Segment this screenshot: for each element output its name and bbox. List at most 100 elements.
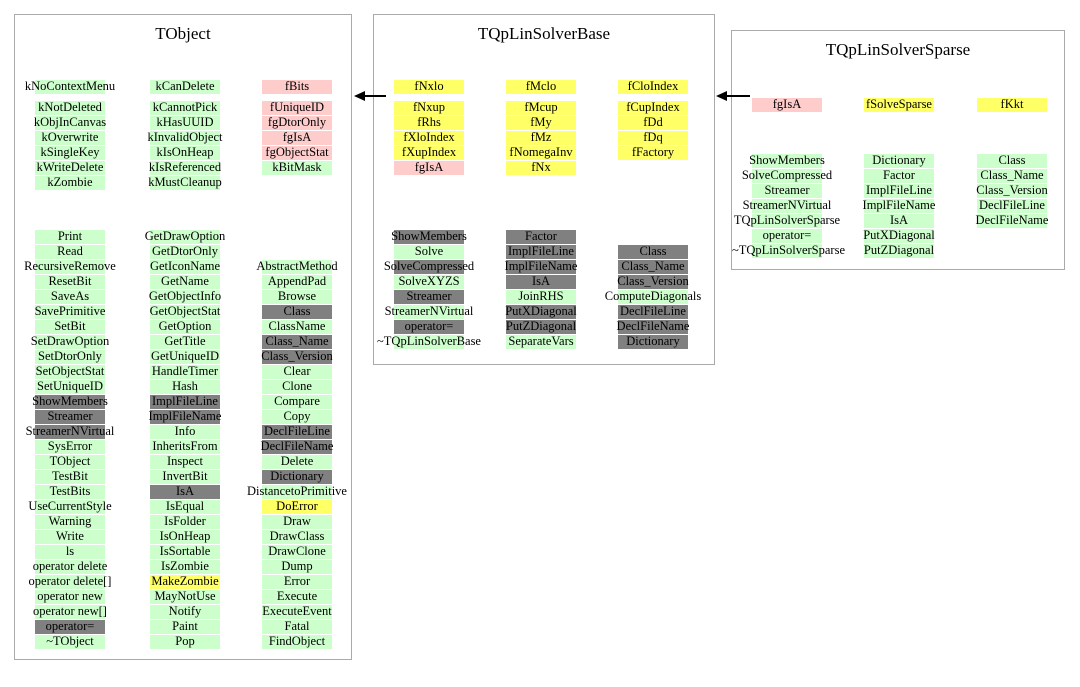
member-item[interactable]: DrawClass (242, 529, 352, 544)
member-item[interactable]: Class (598, 244, 708, 259)
member-item[interactable]: fgIsA (242, 130, 352, 145)
member-item[interactable]: DoError (242, 499, 352, 514)
member-item[interactable]: kCanDelete (130, 79, 240, 94)
member-item[interactable]: Class_Version (242, 349, 352, 364)
member-item[interactable]: SolveXYZS (374, 274, 484, 289)
member-item[interactable]: Execute (242, 589, 352, 604)
member-item[interactable]: Error (242, 574, 352, 589)
member-item[interactable]: kNoContextMenu (15, 79, 125, 94)
member-item[interactable]: kOverwrite (15, 130, 125, 145)
member-item[interactable]: operator new (15, 589, 125, 604)
member-item[interactable]: operator= (15, 619, 125, 634)
member-item[interactable]: GetName (130, 274, 240, 289)
member-item[interactable]: InheritsFrom (130, 439, 240, 454)
member-item[interactable]: Class_Version (598, 274, 708, 289)
member-item[interactable]: ExecuteEvent (242, 604, 352, 619)
member-item[interactable]: kBitMask (242, 160, 352, 175)
member-item[interactable]: DrawClone (242, 544, 352, 559)
member-item[interactable]: PutXDiagonal (486, 304, 596, 319)
member-item[interactable]: StreamerNVirtual (732, 198, 842, 213)
member-item[interactable]: Class_Version (957, 183, 1067, 198)
member-item[interactable]: Notify (130, 604, 240, 619)
member-item[interactable]: kSingleKey (15, 145, 125, 160)
member-item[interactable]: operator delete[] (15, 574, 125, 589)
member-item[interactable]: Draw (242, 514, 352, 529)
member-item[interactable]: ShowMembers (732, 153, 842, 168)
member-item[interactable]: TestBit (15, 469, 125, 484)
member-item[interactable]: DeclFileName (598, 319, 708, 334)
member-item[interactable]: GetOption (130, 319, 240, 334)
member-item[interactable]: RecursiveRemove (15, 259, 125, 274)
member-item[interactable]: Copy (242, 409, 352, 424)
member-item[interactable]: ImplFileLine (486, 244, 596, 259)
member-item[interactable]: fBits (242, 79, 352, 94)
member-item[interactable]: kObjInCanvas (15, 115, 125, 130)
member-item[interactable]: operator new[] (15, 604, 125, 619)
member-item[interactable]: ShowMembers (15, 394, 125, 409)
member-item[interactable]: Dictionary (598, 334, 708, 349)
member-item[interactable]: fXloIndex (374, 130, 484, 145)
member-item[interactable]: kZombie (15, 175, 125, 190)
member-item[interactable]: fSolveSparse (844, 97, 954, 112)
member-item[interactable]: ~TObject (15, 634, 125, 649)
member-item[interactable]: fgIsA (732, 97, 842, 112)
class-title-tqplinsolverbase[interactable]: TQpLinSolverBase (477, 24, 611, 43)
member-item[interactable]: Inspect (130, 454, 240, 469)
member-item[interactable]: Delete (242, 454, 352, 469)
member-item[interactable]: PutXDiagonal (844, 228, 954, 243)
member-item[interactable]: Class_Name (242, 334, 352, 349)
member-item[interactable]: Paint (130, 619, 240, 634)
member-item[interactable]: TQpLinSolverSparse (732, 213, 842, 228)
member-item[interactable]: ImplFileName (130, 409, 240, 424)
member-item[interactable]: fDd (598, 115, 708, 130)
member-item[interactable]: TestBits (15, 484, 125, 499)
member-item[interactable]: SetObjectStat (15, 364, 125, 379)
member-item[interactable]: PutZDiagonal (844, 243, 954, 258)
member-item[interactable]: fCloIndex (598, 79, 708, 94)
member-item[interactable]: fDq (598, 130, 708, 145)
member-item[interactable]: fNxlo (374, 79, 484, 94)
member-item[interactable]: GetUniqueID (130, 349, 240, 364)
member-item[interactable]: JoinRHS (486, 289, 596, 304)
member-item[interactable]: Clone (242, 379, 352, 394)
member-item[interactable]: SolveCompressed (732, 168, 842, 183)
member-item[interactable]: ResetBit (15, 274, 125, 289)
member-item[interactable]: kCannotPick (130, 100, 240, 115)
member-item[interactable]: Pop (130, 634, 240, 649)
member-item[interactable]: fUniqueID (242, 100, 352, 115)
member-item[interactable]: fgDtorOnly (242, 115, 352, 130)
member-item[interactable]: SeparateVars (486, 334, 596, 349)
member-item[interactable]: ~TQpLinSolverBase (374, 334, 484, 349)
member-item[interactable]: TObject (15, 454, 125, 469)
member-item[interactable]: fNomegaInv (486, 145, 596, 160)
member-item[interactable]: IsZombie (130, 559, 240, 574)
member-item[interactable]: SavePrimitive (15, 304, 125, 319)
member-item[interactable]: DistancetoPrimitive (242, 484, 352, 499)
member-item[interactable]: ImplFileLine (844, 183, 954, 198)
member-item[interactable]: Streamer (732, 183, 842, 198)
member-item[interactable]: FindObject (242, 634, 352, 649)
member-item[interactable]: Hash (130, 379, 240, 394)
member-item[interactable]: IsOnHeap (130, 529, 240, 544)
member-item[interactable]: Clear (242, 364, 352, 379)
member-item[interactable]: kMustCleanup (130, 175, 240, 190)
member-item[interactable]: Streamer (15, 409, 125, 424)
member-item[interactable]: IsEqual (130, 499, 240, 514)
member-item[interactable]: kWriteDelete (15, 160, 125, 175)
member-item[interactable]: Write (15, 529, 125, 544)
member-item[interactable]: ComputeDiagonals (598, 289, 708, 304)
member-item[interactable]: HandleTimer (130, 364, 240, 379)
member-item[interactable]: fMclo (486, 79, 596, 94)
member-item[interactable]: fKkt (957, 97, 1067, 112)
member-item[interactable]: ~TQpLinSolverSparse (732, 243, 845, 258)
member-item[interactable]: Warning (15, 514, 125, 529)
member-item[interactable]: MakeZombie (130, 574, 240, 589)
member-item[interactable]: IsA (130, 484, 240, 499)
member-item[interactable]: GetObjectInfo (130, 289, 240, 304)
class-title-tobject[interactable]: TObject (155, 24, 211, 43)
member-item[interactable]: GetIconName (130, 259, 240, 274)
member-item[interactable]: ShowMembers (374, 229, 484, 244)
member-item[interactable]: DeclFileLine (242, 424, 352, 439)
member-item[interactable]: kIsReferenced (130, 160, 240, 175)
member-item[interactable]: Class (957, 153, 1067, 168)
